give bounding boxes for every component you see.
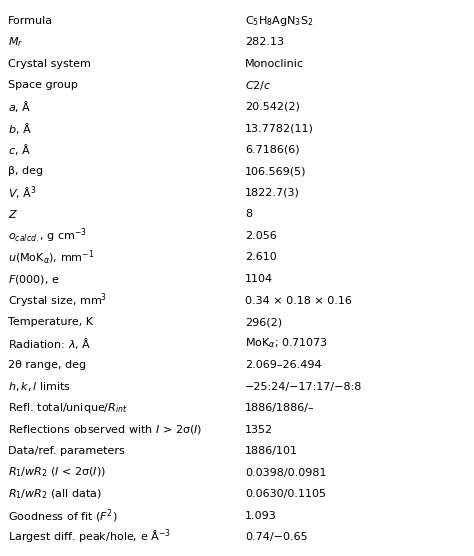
Text: C$_5$H$_8$AgN$_3$S$_2$: C$_5$H$_8$AgN$_3$S$_2$ [245, 14, 313, 28]
Text: $F$(000), e: $F$(000), e [8, 272, 60, 285]
Text: $V$, Å$^3$: $V$, Å$^3$ [8, 184, 36, 202]
Text: 1104: 1104 [245, 274, 273, 284]
Text: Data/ref. parameters: Data/ref. parameters [8, 446, 125, 456]
Text: Reflections observed with $I$ > 2σ($I$): Reflections observed with $I$ > 2σ($I$) [8, 423, 202, 436]
Text: 1.093: 1.093 [245, 511, 277, 521]
Text: 8: 8 [245, 210, 252, 220]
Text: Crystal size, mm$^3$: Crystal size, mm$^3$ [8, 291, 107, 310]
Text: 1822.7(3): 1822.7(3) [245, 188, 300, 198]
Text: 2.610: 2.610 [245, 252, 277, 262]
Text: Refl. total/unique/$R_{int}$: Refl. total/unique/$R_{int}$ [8, 401, 128, 415]
Text: 282.13: 282.13 [245, 37, 284, 47]
Text: Radiation: $\lambda$, Å: Radiation: $\lambda$, Å [8, 336, 91, 351]
Text: 1352: 1352 [245, 425, 273, 435]
Text: $R_1$/$wR_2$ ($I$ < 2σ($I$)): $R_1$/$wR_2$ ($I$ < 2σ($I$)) [8, 466, 106, 479]
Text: Temperature, K: Temperature, K [8, 317, 93, 327]
Text: 2.056: 2.056 [245, 231, 277, 241]
Text: Largest diff. peak/hole, e Å$^{-3}$: Largest diff. peak/hole, e Å$^{-3}$ [8, 528, 171, 547]
Text: $h,k,l$ limits: $h,k,l$ limits [8, 380, 71, 393]
Text: 1886/1886/–: 1886/1886/– [245, 403, 315, 413]
Text: Goodness of fit ($F^2$): Goodness of fit ($F^2$) [8, 507, 118, 524]
Text: 2θ range, deg: 2θ range, deg [8, 360, 86, 370]
Text: $a$, Å: $a$, Å [8, 100, 31, 115]
Text: −25:24/−17:17/−8:8: −25:24/−17:17/−8:8 [245, 381, 363, 391]
Text: $R_1$/$wR_2$ (all data): $R_1$/$wR_2$ (all data) [8, 488, 102, 501]
Text: $M_r$: $M_r$ [8, 36, 23, 49]
Text: $u$(MoK$_\alpha$), mm$^{-1}$: $u$(MoK$_\alpha$), mm$^{-1}$ [8, 249, 95, 266]
Text: 0.0630/0.1105: 0.0630/0.1105 [245, 489, 326, 499]
Text: $Z$: $Z$ [8, 208, 18, 220]
Text: Crystal system: Crystal system [8, 59, 91, 69]
Text: $C$2/$c$: $C$2/$c$ [245, 79, 272, 92]
Text: $b$, Å: $b$, Å [8, 121, 32, 136]
Text: 20.542(2): 20.542(2) [245, 102, 300, 112]
Text: $c$, Å: $c$, Å [8, 142, 31, 157]
Text: 1886/101: 1886/101 [245, 446, 298, 456]
Text: 6.7186(6): 6.7186(6) [245, 145, 300, 155]
Text: 0.74/−0.65: 0.74/−0.65 [245, 532, 308, 542]
Text: 0.34 × 0.18 × 0.16: 0.34 × 0.18 × 0.16 [245, 296, 352, 305]
Text: MoK$_\alpha$; 0.71073: MoK$_\alpha$; 0.71073 [245, 337, 328, 350]
Text: $o_{calcd.}$, g cm$^{-3}$: $o_{calcd.}$, g cm$^{-3}$ [8, 227, 87, 245]
Text: β, deg: β, deg [8, 166, 43, 176]
Text: 0.0398/0.0981: 0.0398/0.0981 [245, 468, 327, 478]
Text: Monoclinic: Monoclinic [245, 59, 304, 69]
Text: 2.069–26.494: 2.069–26.494 [245, 360, 322, 370]
Text: Space group: Space group [8, 80, 78, 90]
Text: 106.569(5): 106.569(5) [245, 166, 307, 176]
Text: Formula: Formula [8, 16, 53, 26]
Text: 13.7782(11): 13.7782(11) [245, 123, 314, 133]
Text: 296(2): 296(2) [245, 317, 282, 327]
